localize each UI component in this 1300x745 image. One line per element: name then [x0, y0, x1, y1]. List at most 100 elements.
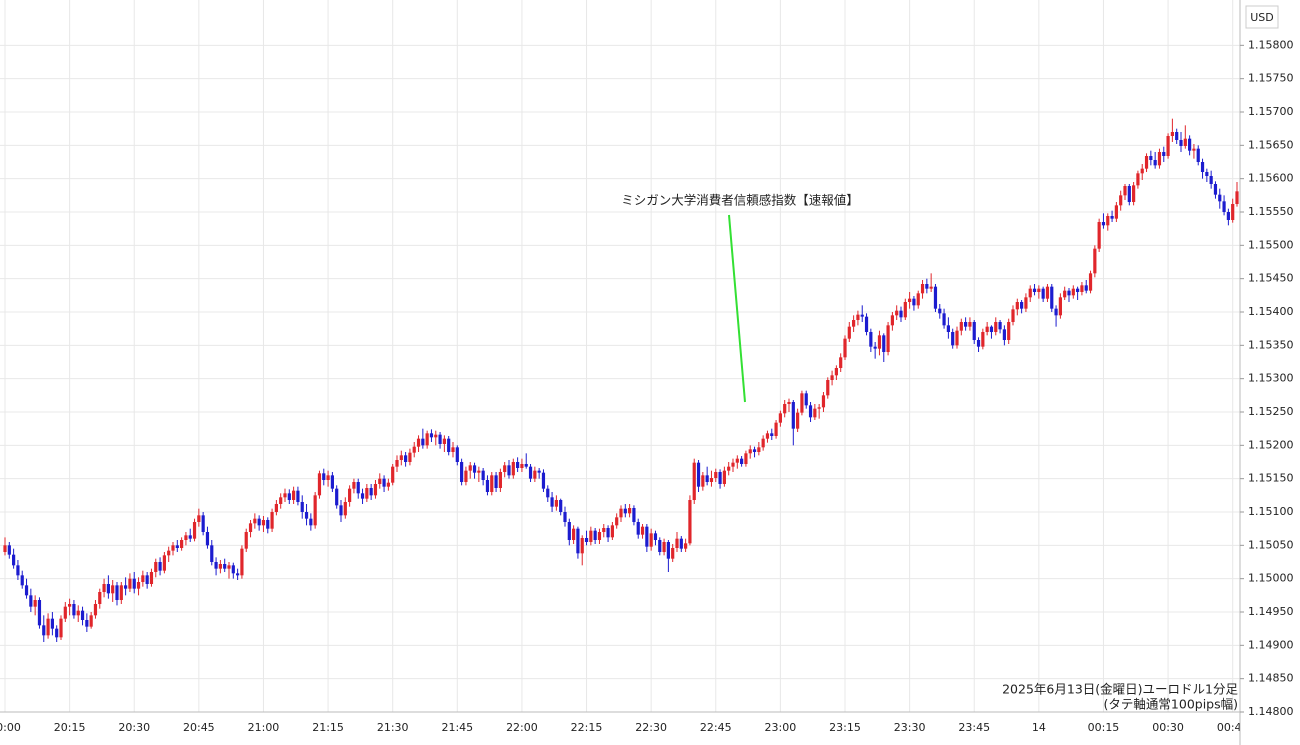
- y-tick-label: 1.15150: [1248, 472, 1294, 485]
- candle-body: [434, 434, 438, 438]
- candle-body: [774, 422, 778, 436]
- x-tick-label: 00:15: [1088, 721, 1120, 734]
- candle-body: [800, 393, 804, 413]
- candle-body: [718, 472, 722, 484]
- x-tick-label: 20:00: [0, 721, 21, 734]
- candle-body: [442, 438, 446, 444]
- candle-body: [313, 495, 317, 526]
- candle-body: [93, 604, 98, 616]
- candle-body: [1076, 288, 1080, 292]
- candle-body: [968, 322, 972, 327]
- candle-body: [709, 478, 714, 482]
- candle-body: [149, 572, 154, 584]
- candle-body: [365, 488, 369, 499]
- candle-body: [1028, 288, 1032, 298]
- candle-body: [1162, 152, 1166, 156]
- candle-body: [856, 314, 860, 320]
- candle-body: [412, 446, 416, 453]
- candle-body: [951, 332, 955, 346]
- candle-body: [989, 326, 994, 332]
- candle-body: [899, 310, 903, 318]
- candle-body: [192, 522, 197, 539]
- candle-body: [964, 322, 968, 327]
- candle-body: [231, 565, 235, 574]
- candle-body: [903, 302, 907, 318]
- candle-body: [1144, 156, 1149, 169]
- candle-body: [46, 618, 50, 636]
- candle-body: [85, 620, 89, 627]
- candle-body: [261, 520, 266, 526]
- candle-body: [1183, 138, 1187, 146]
- candle-body: [391, 466, 395, 483]
- candle-body: [662, 542, 666, 552]
- x-tick-label: 23:15: [829, 721, 861, 734]
- candle-body: [63, 606, 67, 619]
- candle-body: [852, 320, 856, 327]
- candle-body: [938, 308, 942, 314]
- candle-body: [602, 528, 606, 532]
- candle-body: [404, 455, 408, 462]
- candle-body: [554, 500, 558, 507]
- y-tick-label: 1.15700: [1248, 105, 1294, 118]
- candle-body: [1097, 222, 1101, 249]
- x-tick-label: 23:30: [894, 721, 926, 734]
- candle-body: [572, 528, 576, 540]
- candle-body: [1106, 216, 1110, 226]
- candle-body: [994, 322, 998, 332]
- candle-body: [589, 530, 593, 542]
- currency-label: USD: [1250, 11, 1274, 24]
- candle-body: [154, 562, 158, 572]
- candle-body: [12, 554, 16, 566]
- candle-body: [537, 470, 541, 473]
- candle-body: [257, 518, 261, 526]
- candle-body: [701, 475, 705, 487]
- x-tick-label: 00:30: [1152, 721, 1184, 734]
- candle-body: [1132, 185, 1136, 202]
- candle-body: [860, 314, 864, 317]
- candle-body: [645, 526, 649, 547]
- candle-body: [296, 490, 300, 502]
- candle-body: [438, 434, 442, 444]
- candle-body: [227, 565, 231, 569]
- candle-body: [223, 564, 227, 569]
- candle-body: [559, 500, 563, 512]
- y-tick-label: 1.15250: [1248, 405, 1294, 418]
- candle-body: [528, 466, 533, 479]
- candle-body: [1136, 173, 1140, 186]
- candle-body: [959, 322, 963, 331]
- candle-body: [42, 625, 46, 636]
- candle-body: [1231, 204, 1235, 220]
- candle-body: [696, 462, 701, 487]
- candle-body: [141, 575, 145, 582]
- candle-body: [516, 462, 520, 468]
- candle-body: [158, 562, 162, 571]
- x-tick-label: 20:45: [183, 721, 215, 734]
- candle-body: [115, 585, 119, 600]
- y-tick-label: 1.15300: [1248, 372, 1294, 385]
- x-tick-label: 00:45: [1217, 721, 1249, 734]
- candle-body: [1110, 216, 1114, 219]
- candle-body: [378, 478, 382, 484]
- candle-body: [494, 475, 498, 488]
- candle-body: [335, 488, 339, 506]
- candle-body: [3, 545, 7, 552]
- candle-body: [1200, 162, 1205, 172]
- candle-body: [649, 533, 653, 547]
- candle-body: [920, 284, 925, 294]
- candle-body: [55, 628, 59, 638]
- candles: [3, 118, 1239, 642]
- candle-body: [520, 464, 524, 468]
- candle-body: [714, 472, 718, 478]
- candle-body: [1140, 168, 1144, 174]
- candle-body: [796, 412, 800, 429]
- y-tick-label: 1.15450: [1248, 272, 1294, 285]
- candle-body: [481, 470, 485, 480]
- candle-body: [50, 618, 54, 629]
- candle-body: [283, 493, 287, 498]
- candle-body: [1127, 186, 1131, 202]
- candle-body: [593, 530, 597, 540]
- x-tick-label: 21:30: [377, 721, 409, 734]
- candle-body: [162, 555, 166, 571]
- candle-body: [1088, 273, 1093, 291]
- candle-body: [1045, 286, 1050, 299]
